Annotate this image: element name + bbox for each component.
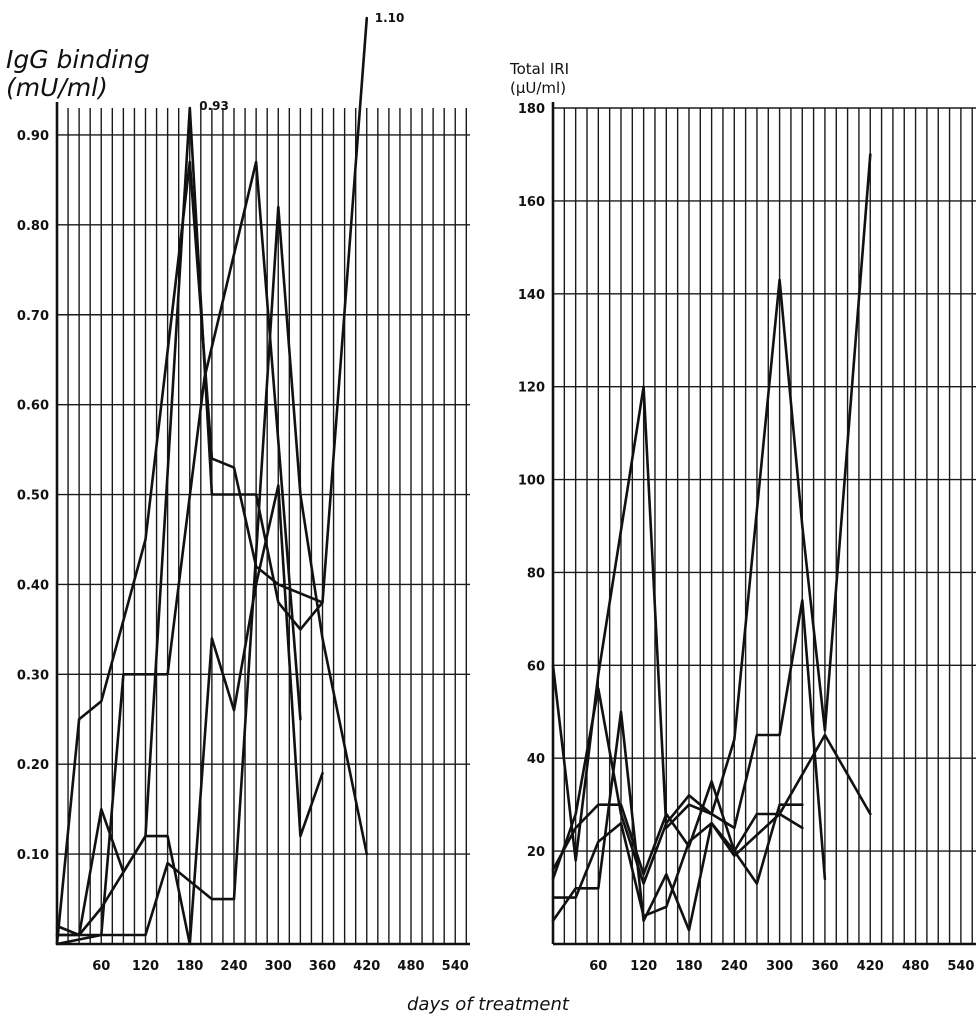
y-tick-label: 140 xyxy=(518,288,545,303)
x-tick-label: 240 xyxy=(721,959,748,974)
x-tick-label: 360 xyxy=(811,959,838,974)
y-tick-label: 0.80 xyxy=(17,219,49,234)
peak-value-label: 1.10 xyxy=(375,11,405,25)
x-tick-label: 480 xyxy=(397,959,424,974)
x-tick-label: 540 xyxy=(442,959,469,974)
x-tick-label: 420 xyxy=(353,959,380,974)
series-line-5 xyxy=(551,733,872,876)
x-tick-label: 180 xyxy=(176,959,203,974)
x-tick-label: 480 xyxy=(902,959,929,974)
y-tick-label: 0.90 xyxy=(17,129,49,144)
y-tick-label: 180 xyxy=(518,102,545,117)
y-tick-label: 0.10 xyxy=(17,848,49,863)
y-tick-label: 60 xyxy=(527,659,545,674)
x-tick-label: 120 xyxy=(630,959,657,974)
x-tick-label: 300 xyxy=(265,959,292,974)
y-tick-label: 0.60 xyxy=(17,399,49,414)
x-tick-label: 120 xyxy=(132,959,159,974)
x-tick-label: 420 xyxy=(857,959,884,974)
total-iri-panel: 60 120 180 240 300 360 420 480 540 20 40 60 80 100 120… xyxy=(509,60,976,974)
igg-binding-panel: 60 120 180 240 300 360 420 480 540 0.10 0.20 0.30 0.… xyxy=(6,11,470,974)
y-tick-label: 20 xyxy=(527,845,545,860)
series-line-5 xyxy=(55,205,369,937)
y-tick-label: 80 xyxy=(527,566,545,581)
x-tick-label: 180 xyxy=(675,959,702,974)
y-tick-label: 0.30 xyxy=(17,668,49,683)
y-axis-label-line2: (μU/ml) xyxy=(510,79,566,97)
y-tick-label: 120 xyxy=(518,381,545,396)
x-tick-label: 300 xyxy=(766,959,793,974)
x-tick-label: 60 xyxy=(92,959,110,974)
series-line-2 xyxy=(551,598,827,885)
y-axis-label-line2: (mU/ml) xyxy=(6,73,108,102)
y-axis-label-line1: IgG binding xyxy=(6,45,150,74)
y-tick-label: 0.70 xyxy=(17,309,49,324)
y-tick-label: 40 xyxy=(527,752,545,767)
series-line-4 xyxy=(551,710,804,932)
series-line-4 xyxy=(55,484,324,946)
y-tick-label: 100 xyxy=(518,474,545,489)
y-axis-label-line1: Total IRI xyxy=(509,60,569,78)
series-line-2 xyxy=(55,160,324,946)
x-tick-label: 240 xyxy=(220,959,247,974)
series-line-3 xyxy=(55,160,302,946)
y-tick-label: 0.40 xyxy=(17,578,49,593)
y-tick-label: 160 xyxy=(518,195,545,210)
x-tick-label: 60 xyxy=(589,959,607,974)
x-axis-label: days of treatment xyxy=(407,994,570,1015)
series-line-3 xyxy=(551,803,804,918)
x-tick-label: 540 xyxy=(947,959,974,974)
y-tick-label: 0.50 xyxy=(17,489,49,504)
peak-value-label: 0.93 xyxy=(199,99,229,113)
y-tick-label: 0.20 xyxy=(17,758,49,773)
series-line-1 xyxy=(55,16,369,937)
x-tick-label: 360 xyxy=(309,959,336,974)
